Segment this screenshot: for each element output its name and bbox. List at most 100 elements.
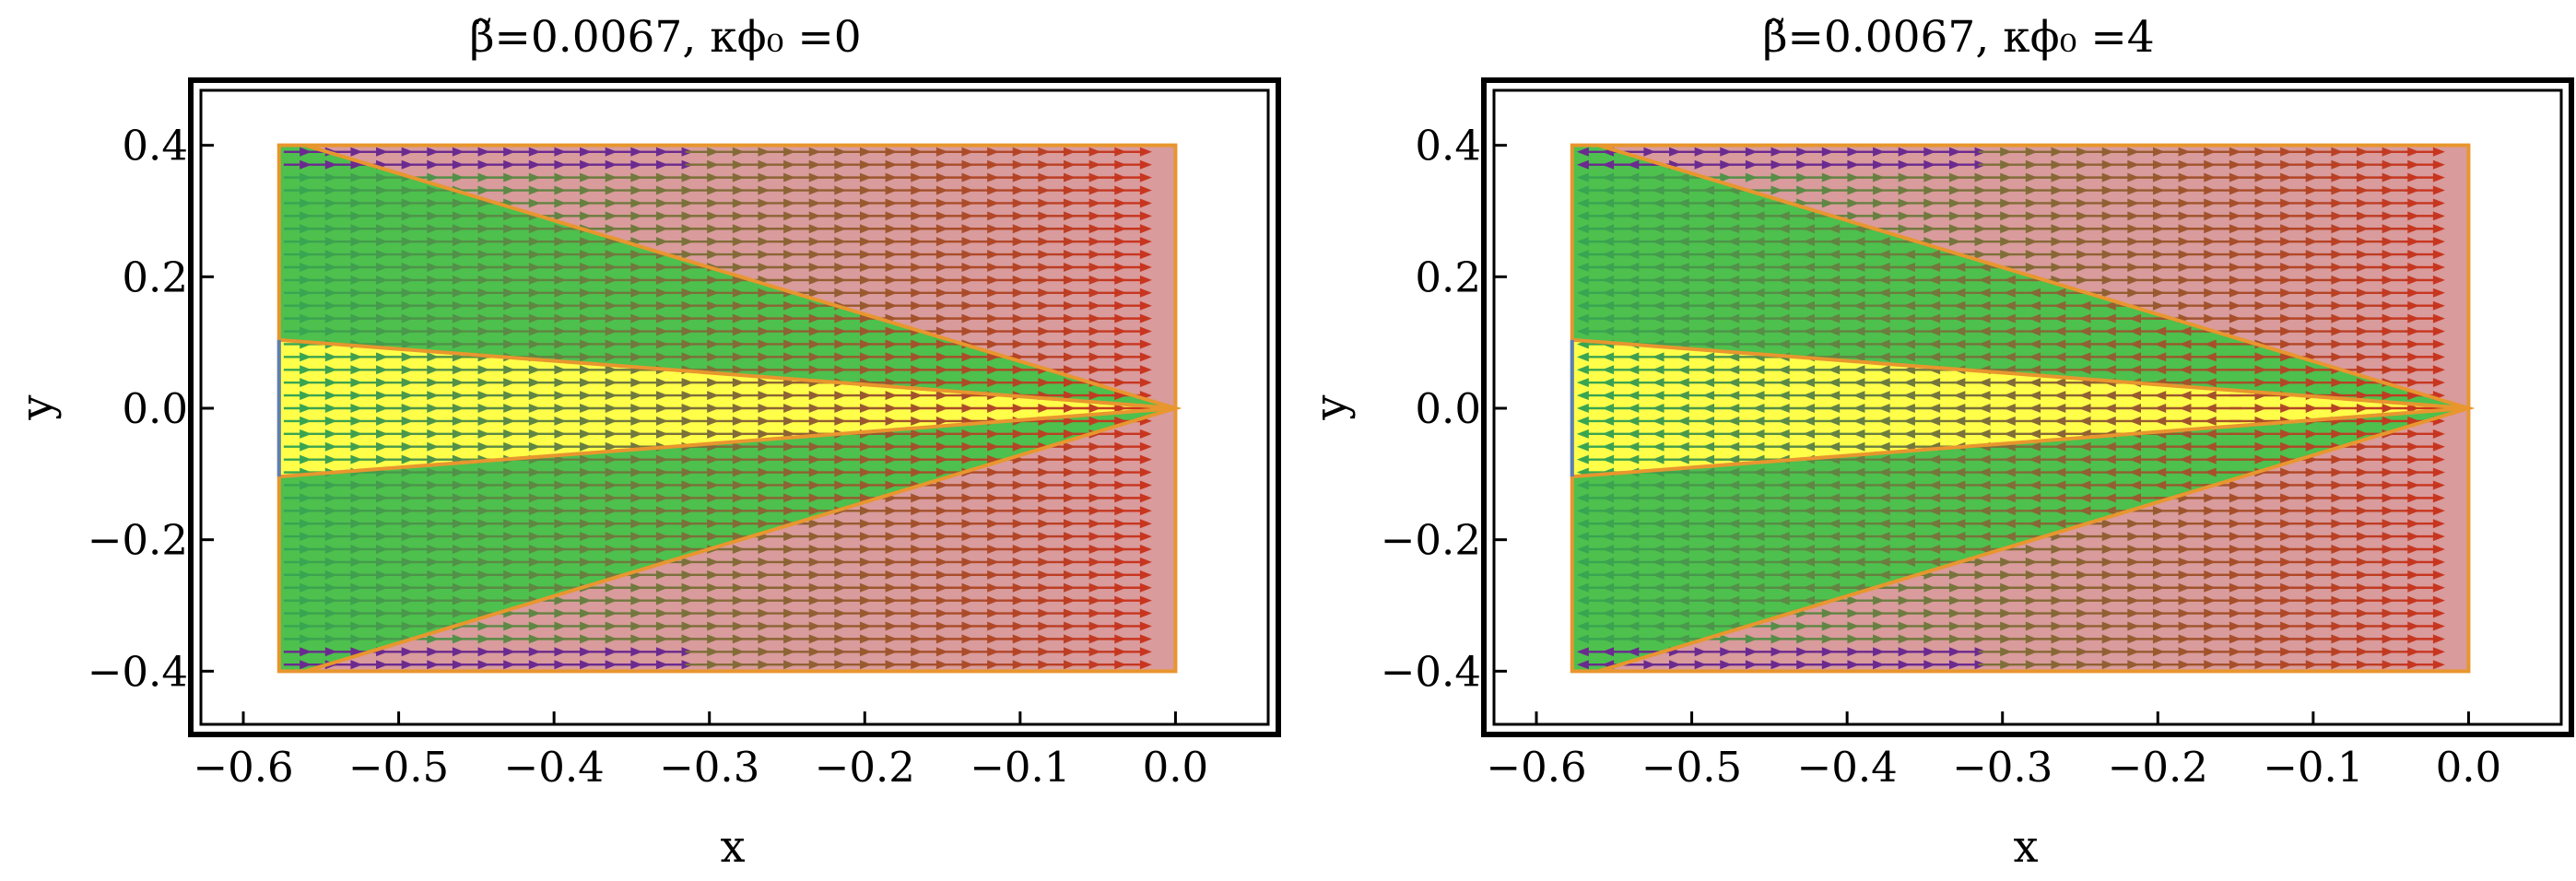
vector-arrow-head — [1752, 532, 1765, 542]
vector-arrow-head — [350, 519, 363, 529]
vector-arrow-head — [1139, 326, 1152, 336]
vector-arrow-head — [1727, 608, 1740, 618]
vector-arrow-head — [2029, 506, 2041, 516]
vector-arrow-head — [2029, 365, 2041, 375]
vector-arrow-head — [1928, 275, 1941, 285]
vector-arrow-head — [1877, 441, 1890, 452]
vector-arrow-head — [1602, 493, 1615, 503]
vector-arrow-head — [477, 172, 490, 182]
vector-arrow-head — [452, 159, 465, 170]
vector-arrow-head — [1727, 441, 1740, 452]
vector-arrow-head — [350, 557, 363, 567]
vector-arrow-head — [2029, 454, 2041, 464]
vector-arrow-head — [1576, 519, 1589, 529]
vector-arrow-head — [427, 480, 440, 490]
vector-arrow-head — [401, 250, 414, 260]
vector-arrow-head — [1953, 480, 1966, 490]
x-tick-label: −0.5 — [348, 743, 449, 792]
vector-arrow-head — [1828, 532, 1841, 542]
vector-arrow-head — [2078, 493, 2091, 503]
vector-arrow-head — [1902, 313, 1915, 323]
vector-arrow-head — [1777, 429, 1790, 439]
vector-arrow-head — [1652, 532, 1664, 542]
plot-frame-outer — [188, 77, 1281, 737]
vector-arrow-head — [1727, 506, 1740, 516]
vector-arrow-head — [2154, 352, 2167, 362]
vector-arrow-head — [1652, 429, 1664, 439]
vector-arrow-head — [376, 545, 389, 555]
vector-arrow-head — [1802, 313, 1815, 323]
vector-arrow-head — [1676, 339, 1689, 349]
vector-arrow-head — [1627, 519, 1640, 529]
x-tick-label: −0.1 — [970, 743, 1070, 792]
vector-arrow-head — [1853, 480, 1865, 490]
vector-arrow-head — [300, 429, 312, 439]
vector-arrow-head — [1702, 570, 1715, 580]
vector-arrow-head — [1676, 378, 1689, 388]
vector-arrow-head — [1139, 352, 1152, 362]
vector-arrow-head — [452, 467, 465, 477]
vector-arrow-head — [1702, 582, 1715, 593]
vector-arrow-head — [1676, 634, 1689, 644]
vector-arrow-head — [427, 570, 440, 580]
vector-arrow-head — [376, 378, 389, 388]
vector-arrow-head — [401, 404, 414, 413]
vector-arrow-head — [452, 595, 465, 605]
vector-arrow-head — [2179, 429, 2192, 439]
vector-arrow-head — [503, 506, 516, 516]
vector-arrow-head — [324, 545, 337, 555]
vector-arrow-head — [1727, 404, 1740, 413]
vector-arrow-head — [2432, 352, 2445, 362]
vector-arrow-head — [1953, 429, 1966, 439]
vector-arrow-head — [2029, 429, 2041, 439]
vector-arrow-head — [1953, 493, 1966, 503]
vector-arrow-head — [1853, 313, 1865, 323]
vector-arrow-head — [1777, 416, 1790, 426]
vector-arrow-head — [401, 339, 414, 349]
vector-arrow-head — [1953, 519, 1966, 529]
vector-arrow-head — [427, 313, 440, 323]
vector-arrow-head — [324, 378, 337, 388]
vector-arrow-head — [1828, 339, 1841, 349]
vector-arrow-head — [1853, 404, 1865, 413]
vector-arrow-head — [503, 429, 516, 439]
vector-arrow-head — [2029, 288, 2041, 298]
vector-arrow-head — [427, 237, 440, 247]
vector-arrow-head — [1777, 570, 1790, 580]
vector-arrow-head — [324, 391, 337, 401]
vector-arrow-head — [401, 313, 414, 323]
vector-arrow-head — [1652, 416, 1664, 426]
vector-arrow-head — [503, 634, 516, 644]
vector-arrow-head — [1853, 545, 1865, 555]
vector-arrow-head — [452, 147, 465, 157]
plot-area — [276, 143, 1182, 674]
vector-arrow-head — [2432, 480, 2445, 490]
vector-arrow-head — [1853, 288, 1865, 298]
vector-arrow-head — [350, 275, 363, 285]
vector-arrow-head — [503, 480, 516, 490]
vector-arrow-head — [1652, 545, 1664, 555]
vector-arrow-head — [1576, 365, 1589, 375]
vector-arrow-head — [477, 313, 490, 323]
vector-arrow-head — [2003, 467, 2016, 477]
vector-arrow-head — [2432, 313, 2445, 323]
x-tick-label: −0.2 — [815, 743, 915, 792]
vector-arrow-head — [1877, 519, 1890, 529]
vector-arrow-head — [1953, 352, 1966, 362]
vector-arrow-head — [324, 288, 337, 298]
vector-arrow-head — [503, 250, 516, 260]
vector-arrow-head — [350, 595, 363, 605]
vector-arrow-head — [1828, 404, 1841, 413]
vector-arrow-head — [2128, 493, 2141, 503]
vector-arrow-head — [1953, 391, 1966, 401]
vector-arrow-head — [1576, 480, 1589, 490]
vector-arrow-head — [1828, 365, 1841, 375]
vector-arrow-head — [1627, 288, 1640, 298]
vector-arrow-head — [1828, 506, 1841, 516]
vector-arrow-head — [1853, 454, 1865, 464]
vector-arrow-head — [1727, 467, 1740, 477]
vector-arrow-head — [300, 634, 312, 644]
vector-arrow-head — [2179, 404, 2192, 413]
vector-arrow-head — [300, 545, 312, 555]
vector-arrow-head — [1576, 454, 1589, 464]
